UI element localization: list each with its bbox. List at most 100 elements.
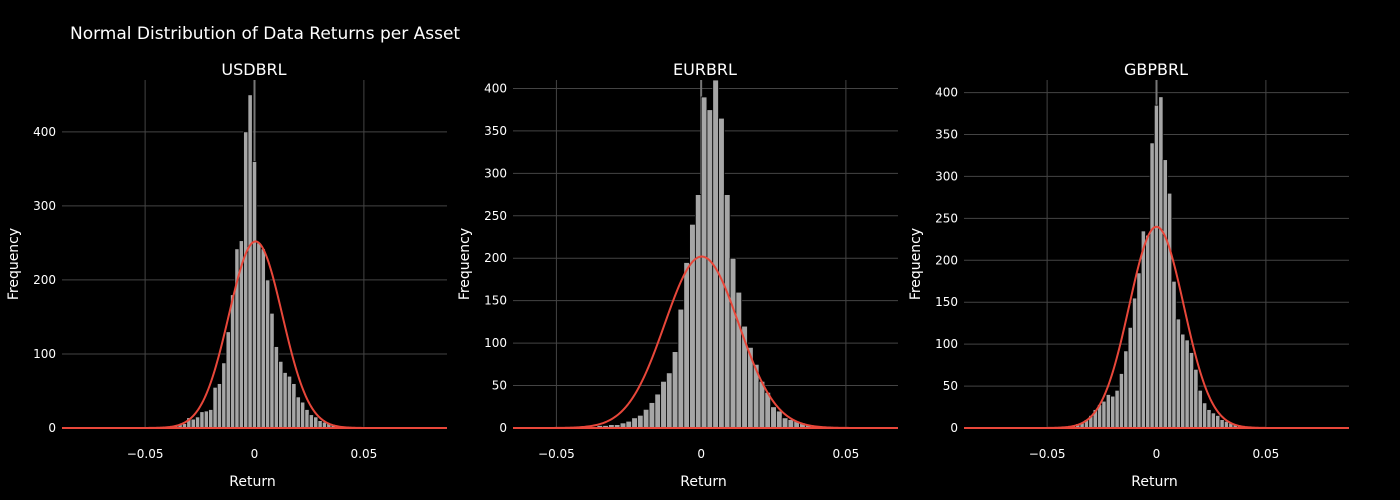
histogram-bar [735, 291, 743, 429]
histogram-bar [190, 418, 196, 429]
normal-curve [513, 255, 898, 429]
histogram-bar [1158, 96, 1164, 429]
histogram-bar [317, 420, 323, 429]
histogram-bar [689, 223, 696, 429]
x-tick-label: −0.05 [127, 447, 164, 461]
histogram-bar [648, 402, 656, 429]
histogram-bar [286, 375, 293, 429]
y-tick-label: 0 [48, 421, 56, 435]
histogram-bar [195, 416, 201, 429]
x-tick-label: 0.05 [833, 447, 860, 461]
normal-curve [964, 225, 1349, 429]
histogram-bar [781, 417, 789, 429]
normal-curve [62, 240, 447, 429]
histogram-bar [1149, 142, 1155, 429]
histogram-bar [631, 417, 638, 429]
histogram-bar [683, 262, 690, 429]
histogram-bar [291, 383, 297, 429]
y-tick-label: 400 [33, 125, 56, 139]
x-tick-label: 0 [251, 447, 259, 461]
y-tick-label: 400 [484, 81, 507, 95]
histogram-bar [208, 409, 214, 429]
histogram-bar [1219, 419, 1225, 429]
histogram-bar [1145, 234, 1151, 429]
histogram-bar [660, 380, 667, 429]
histogram-bar [225, 331, 231, 429]
histogram-bar [273, 346, 279, 429]
histogram-bar [282, 372, 288, 429]
y-tick-label: 300 [33, 199, 56, 213]
y-tick-label: 50 [943, 379, 958, 393]
histogram-bar [1132, 297, 1138, 429]
histogram-bar [1175, 318, 1181, 429]
histogram-bar [216, 383, 223, 429]
x-axis-title: Return [1131, 474, 1177, 490]
histogram-bar [712, 79, 719, 429]
histogram-bar [729, 257, 737, 429]
histogram-bar [694, 194, 702, 429]
histogram-bar [278, 360, 284, 429]
x-axis-title: Return [229, 474, 275, 490]
y-tick-label: 0 [950, 421, 958, 435]
y-tick-label: 50 [492, 379, 507, 393]
y-axis-title: Frequency [908, 228, 924, 300]
histogram-bar [1136, 272, 1142, 429]
histogram-bar [758, 380, 766, 429]
histogram-bar [1127, 326, 1133, 429]
histogram-bar [251, 161, 258, 429]
histogram-bar [723, 194, 731, 429]
histogram-bar [230, 294, 236, 429]
histogram-bar [677, 308, 685, 429]
histogram-bar [1188, 352, 1195, 429]
y-tick-label: 200 [33, 273, 56, 287]
y-tick-label: 100 [935, 337, 958, 351]
histogram-bar [706, 109, 714, 429]
subplot-eurbrl: 0 50 100 150 200 250 300 350 400 −0.05 0 0.05 EURBRL… [457, 60, 898, 490]
histogram-bar [671, 351, 679, 429]
chart-main-title: Normal Distribution of Data Returns per … [70, 24, 461, 44]
histogram-bar [654, 393, 662, 429]
histogram-bar [1162, 159, 1168, 429]
y-tick-label: 250 [935, 211, 958, 225]
histogram-bar [666, 372, 673, 429]
histogram-bar [308, 414, 314, 429]
histogram-bar [637, 414, 644, 429]
y-tick-label: 100 [33, 347, 56, 361]
histogram-bar [212, 386, 218, 429]
x-tick-label: 0.05 [351, 447, 378, 461]
histogram-bar [700, 96, 708, 429]
histogram-bar [776, 410, 783, 429]
histogram-bar [304, 409, 310, 429]
x-tick-label: 0.05 [1253, 447, 1280, 461]
histogram-bar [243, 131, 249, 429]
histogram-bar [1123, 350, 1129, 429]
y-tick-label: 0 [499, 421, 507, 435]
histogram-bar [1184, 339, 1190, 429]
histogram-bar [269, 312, 275, 429]
histogram-bar [1215, 415, 1221, 429]
histogram-bar [642, 408, 650, 429]
y-tick-label: 200 [484, 251, 507, 265]
subplot-gbpbrl: 0 50 100 150 200 250 300 350 400 −0.05 0 0.05 GBPBRL… [908, 60, 1349, 490]
y-tick-label: 300 [484, 166, 507, 180]
histogram-bar [1105, 394, 1111, 429]
histogram-bar [295, 396, 301, 429]
histogram-bar [203, 410, 209, 429]
y-tick-label: 300 [935, 169, 958, 183]
y-axis-title: Frequency [6, 228, 22, 300]
x-tick-label: −0.05 [1029, 447, 1066, 461]
histogram-bar [770, 406, 777, 429]
histogram-bar [256, 242, 262, 429]
histogram-bar [247, 94, 253, 429]
histogram-bar [1118, 373, 1125, 429]
y-tick-label: 350 [484, 124, 507, 138]
y-axis-title: Frequency [457, 228, 473, 300]
histogram-bar [1202, 402, 1208, 429]
histogram-bar [260, 248, 266, 429]
histogram-bar [300, 401, 306, 429]
histogram-bar [1153, 104, 1160, 429]
histogram-bar [221, 362, 227, 429]
x-tick-label: 0 [697, 447, 705, 461]
subplot-usdbrl: 0 100 200 300 400 −0.05 0 0.05 USDBRL Return Frequ… [6, 60, 447, 490]
